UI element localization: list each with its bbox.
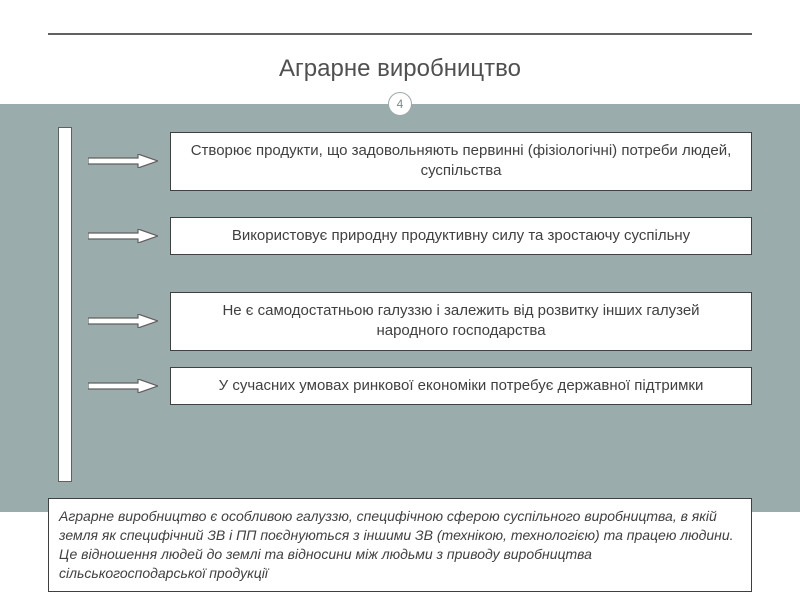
arrow-icon (88, 229, 158, 243)
arrow-icon (88, 379, 158, 393)
top-divider (48, 33, 752, 35)
feature-row: Використовує природну продуктивну силу т… (88, 217, 752, 255)
feature-text: Створює продукти, що задовольняють перви… (170, 132, 752, 191)
arrow-icon (88, 314, 158, 328)
content-area: Створює продукти, що задовольняють перви… (58, 122, 752, 502)
slide: Аграрне виробництво 4 Створює продукти, … (0, 0, 800, 600)
vertical-origin-bar (58, 127, 72, 482)
definition-lead: Аграрне виробництво (59, 508, 206, 524)
page-number-badge: 4 (388, 92, 412, 116)
feature-text: У сучасних умовах ринкової економіки пот… (170, 367, 752, 405)
arrow-icon (88, 154, 158, 168)
feature-row: Не є самодостатньою галуззю і залежить в… (88, 292, 752, 351)
feature-text: Використовує природну продуктивну силу т… (170, 217, 752, 255)
definition-box: Аграрне виробництво є особливою галуззю,… (48, 498, 752, 592)
slide-title: Аграрне виробництво (0, 55, 800, 83)
feature-row: Створює продукти, що задовольняють перви… (88, 132, 752, 191)
feature-text: Не є самодостатньою галуззю і залежить в… (170, 292, 752, 351)
feature-row: У сучасних умовах ринкової економіки пот… (88, 367, 752, 405)
